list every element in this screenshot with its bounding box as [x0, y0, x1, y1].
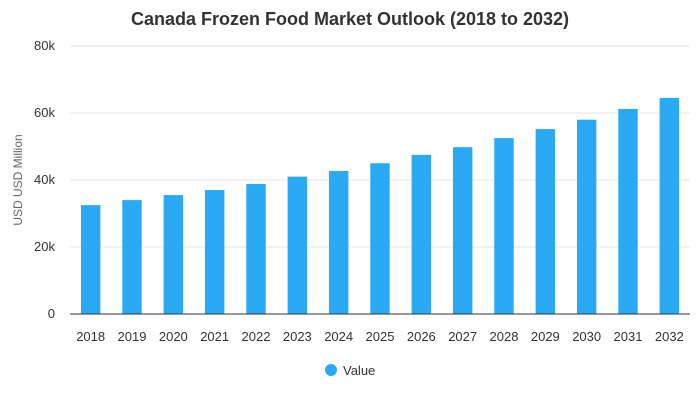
- x-axis-ticks: 2018 2019 2020 2021 2022 2023 2024 2025 2026 2027…: [76, 329, 684, 344]
- legend-label: Value: [343, 363, 375, 378]
- bar-2020[interactable]: [163, 195, 184, 314]
- y-axis-ticks: 0 20k 40k 60k 80k: [34, 38, 55, 321]
- bar-2025[interactable]: [370, 163, 390, 314]
- bar-2030[interactable]: [576, 119, 597, 314]
- x-tick-label: 2020: [159, 329, 188, 344]
- x-tick-label: 2022: [242, 329, 271, 344]
- legend-marker: [325, 364, 337, 376]
- bar-2026[interactable]: [411, 154, 432, 314]
- x-tick-label: 2029: [531, 329, 560, 344]
- y-tick-label: 40k: [34, 172, 55, 187]
- y-tick-label: 60k: [34, 105, 55, 120]
- chart-title: Canada Frozen Food Market Outlook (2018 …: [131, 9, 569, 29]
- bars: [80, 97, 680, 314]
- y-axis-label: USD USD Million: [11, 134, 25, 225]
- bar-2022[interactable]: [246, 184, 266, 314]
- x-tick-label: 2026: [407, 329, 436, 344]
- bar-2018[interactable]: [80, 205, 101, 314]
- y-tick-label: 0: [48, 306, 55, 321]
- x-tick-label: 2030: [572, 329, 601, 344]
- bar-2019[interactable]: [122, 200, 142, 314]
- bar-2032[interactable]: [659, 97, 680, 314]
- x-tick-label: 2023: [283, 329, 312, 344]
- x-tick-label: 2032: [655, 329, 684, 344]
- x-tick-label: 2028: [490, 329, 519, 344]
- bar-2021[interactable]: [204, 190, 225, 314]
- x-tick-label: 2018: [76, 329, 105, 344]
- x-tick-label: 2025: [366, 329, 395, 344]
- legend[interactable]: Value: [325, 363, 375, 378]
- x-tick-label: 2027: [448, 329, 477, 344]
- x-tick-label: 2031: [614, 329, 643, 344]
- x-tick-label: 2021: [200, 329, 229, 344]
- bar-2027[interactable]: [452, 147, 473, 314]
- bar-2028[interactable]: [494, 138, 514, 314]
- bar-2029[interactable]: [535, 129, 556, 314]
- bar-2024[interactable]: [328, 170, 349, 314]
- x-tick-label: 2019: [118, 329, 147, 344]
- y-tick-label: 80k: [34, 38, 55, 53]
- y-tick-label: 20k: [34, 239, 55, 254]
- bar-2023[interactable]: [287, 176, 308, 314]
- bar-2031[interactable]: [618, 108, 638, 314]
- x-tick-label: 2024: [324, 329, 353, 344]
